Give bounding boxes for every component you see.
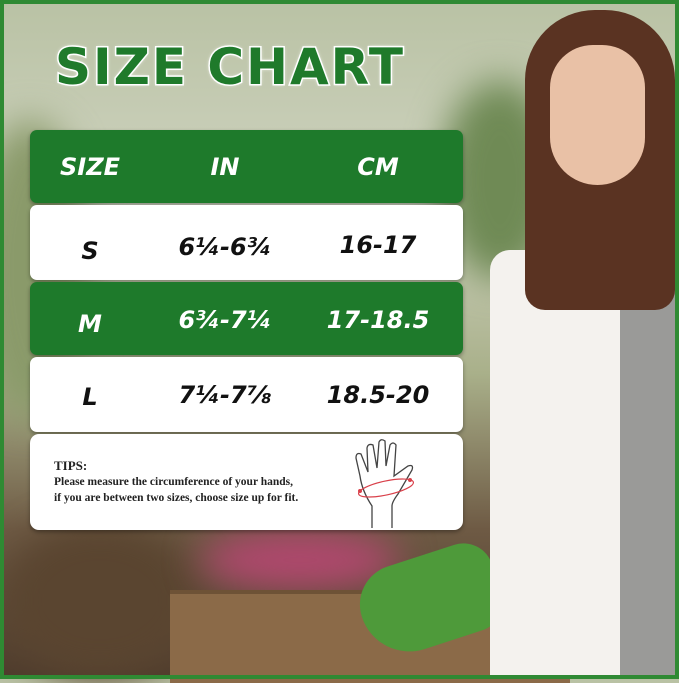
tips-title: TIPS:: [54, 458, 88, 473]
tips-line-1: Please measure the circumference of your…: [54, 476, 294, 488]
cm-cell: 18.5-20: [326, 381, 430, 409]
in-cell: 7¼-7⅞: [178, 381, 272, 409]
table-header: SIZE IN CM: [30, 130, 463, 203]
table-row: M 6¾-7¼ 17-18.5: [30, 282, 463, 355]
in-cell: 6¼-6¾: [178, 233, 272, 261]
header-cm: CM: [357, 152, 399, 181]
tips-box: TIPS: Please measure the circumference o…: [30, 434, 463, 530]
table-row: S 6¼-6¾ 16-17: [30, 205, 463, 280]
in-cell: 6¾-7¼: [178, 306, 272, 334]
cm-cell: 16-17: [339, 231, 417, 259]
table-row: L 7¼-7⅞ 18.5-20: [30, 357, 463, 432]
tips-line-2: if you are between two sizes, choose siz…: [54, 492, 299, 504]
size-cell: L: [82, 383, 98, 411]
header-in: IN: [210, 152, 240, 181]
page-title: SIZE CHART: [53, 37, 406, 98]
size-cell: M: [78, 310, 102, 338]
cm-cell: 17-18.5: [326, 306, 430, 334]
hand-measure-icon: [355, 439, 415, 528]
size-cell: S: [81, 237, 99, 265]
header-size: SIZE: [59, 152, 121, 181]
